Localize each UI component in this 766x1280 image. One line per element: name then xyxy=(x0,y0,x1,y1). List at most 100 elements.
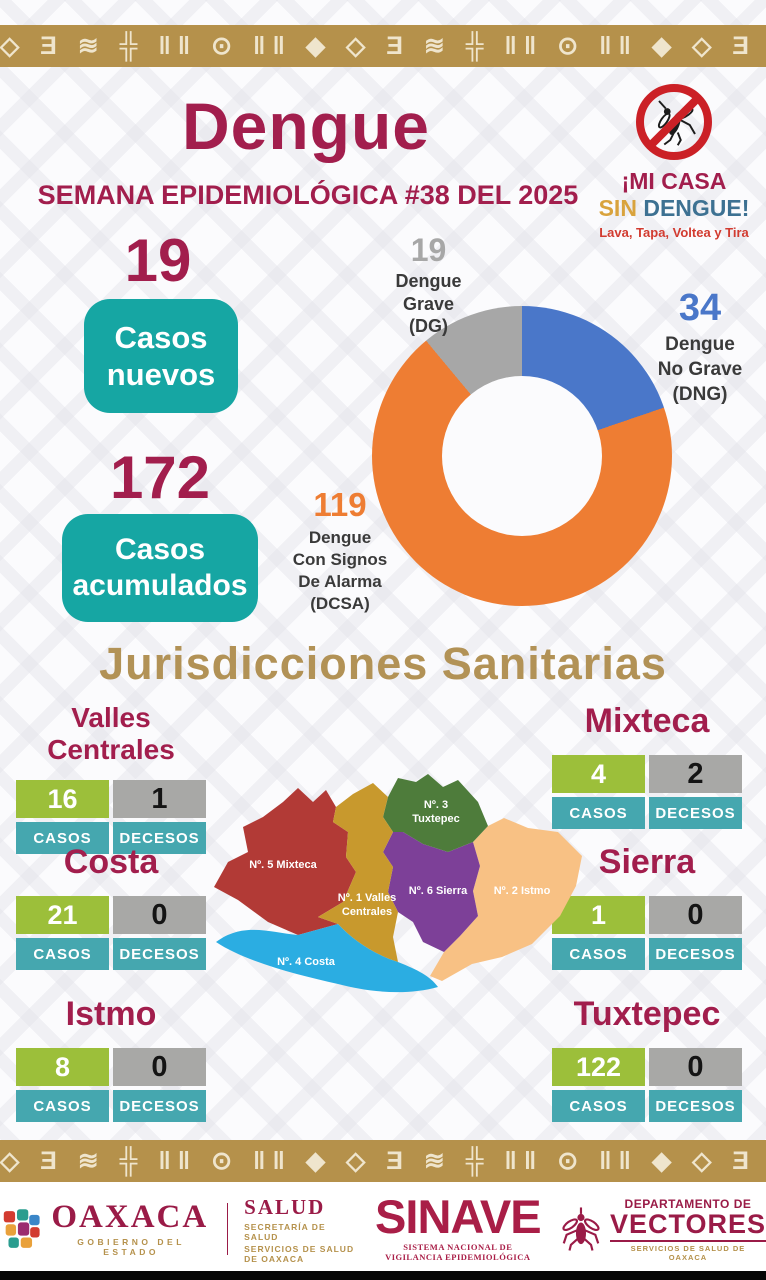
map-label-sierra: Nº. 6 Sierra xyxy=(409,885,468,897)
oaxaca-emblem-icon xyxy=(3,1209,40,1248)
region-table: 16 1 CASOS DECESOS xyxy=(16,780,206,854)
dcsa-label-line: Con Signos xyxy=(292,549,388,569)
dg-label-line: (DG) xyxy=(409,316,448,336)
donut-chart xyxy=(372,306,672,606)
map-region-mixteca xyxy=(214,788,356,935)
jurisdiction-tuxtepec: Tuxtepec 122 0 CASOS DECESOS xyxy=(552,995,742,1122)
dng-label-line: No Grave xyxy=(657,359,743,381)
map-region-valles-centrales xyxy=(318,783,398,962)
new-cases-box: Casos nuevos xyxy=(84,299,238,413)
vectores-mosquito-icon xyxy=(562,1207,600,1251)
map-label-mixteca: Nº. 5 Mixteca xyxy=(249,859,317,871)
vectores-text: DEPARTAMENTO DE VECTORES SERVICIOS DE SA… xyxy=(609,1196,766,1262)
jurisdiction-costa: Costa 21 0 CASOS DECESOS xyxy=(16,843,206,970)
cases-value: 4 xyxy=(552,755,645,793)
new-cases-value: 19 xyxy=(124,227,192,294)
no-mosquito-icon xyxy=(636,84,712,160)
dng-value: 34 xyxy=(678,287,722,329)
cases-label: CASOS xyxy=(16,938,109,970)
prohibition-ring xyxy=(636,84,712,160)
decorative-border-top: ◇ Ǝ ≋ ╬ ǁǁ ⊙ ǁǁ ◆ ◇ Ǝ ≋ ╬ ǁǁ ⊙ ǁǁ ◆ ◇ Ǝ … xyxy=(0,25,766,67)
jurisdiction-istmo: Istmo 8 0 CASOS DECESOS xyxy=(16,995,206,1122)
region-table: 1 0 CASOS DECESOS xyxy=(552,896,742,970)
region-name: Sierra xyxy=(598,843,696,881)
dg-label-line: Grave xyxy=(402,293,455,314)
oaxaca-map: Nº. 5 Mixteca Nº. 1 Valles Centrales Nº.… xyxy=(186,770,592,1022)
decorative-border-bottom: ◇ Ǝ ≋ ╬ ǁǁ ⊙ ǁǁ ◆ ◇ Ǝ ≋ ╬ ǁǁ ⊙ ǁǁ ◆ ◇ Ǝ … xyxy=(0,1140,766,1182)
callout-dengue-no-grave: 34 Dengue No Grave (DNG) xyxy=(634,284,766,407)
campaign-logo: ¡MI CASA SIN DENGUE! Lava, Tapa, Voltea … xyxy=(586,84,762,240)
map-region-sierra xyxy=(383,832,480,952)
accumulated-cases-box: Casos acumulados xyxy=(62,514,258,622)
sinave-name: SINAVE xyxy=(375,1189,542,1243)
cases-value: 122 xyxy=(552,1048,645,1086)
oaxaca-sub: GOBIERNO DEL ESTADO xyxy=(77,1237,185,1257)
map-label-costa: Nº. 4 Costa xyxy=(277,956,336,968)
deaths-value: 1 xyxy=(113,780,206,818)
jurisdiction-sierra: Sierra 1 0 CASOS DECESOS xyxy=(552,843,742,970)
deaths-value: 2 xyxy=(649,755,742,793)
oaxaca-gobierno-logo: OAXACA GOBIERNO DEL ESTADO xyxy=(0,1201,211,1257)
callout-dengue-signos-alarma: 119 Dengue Con Signos De Alarma (DCSA) xyxy=(284,484,396,615)
region-table: 21 0 CASOS DECESOS xyxy=(16,896,206,970)
cases-label: CASOS xyxy=(16,822,109,854)
dg-label-line: Dengue xyxy=(395,271,462,291)
campaign-line2: SIN DENGUE! xyxy=(586,195,762,222)
jurisdictions-heading: Jurisdicciones Sanitarias xyxy=(99,638,667,689)
vectores-line1: DEPARTAMENTO DE xyxy=(624,1196,752,1211)
campaign-tagline: Lava, Tapa, Voltea y Tira xyxy=(599,225,749,240)
map-label-tuxtepec-line2: Tuxtepec xyxy=(412,813,459,825)
deaths-label: DECESOS xyxy=(113,822,206,854)
vectores-sub: SERVICIOS DE SALUD DE OAXACA xyxy=(630,1243,746,1262)
dcsa-label-line: (DCSA) xyxy=(310,594,370,614)
map-label-tuxtepec-line1: Nº. 3 xyxy=(424,799,448,811)
oaxaca-name: OAXACA xyxy=(51,1199,209,1235)
dng-label-line: (DNG) xyxy=(672,383,728,405)
sinave-sub: SISTEMA NACIONAL DE VIGILANCIA EPIDEMIOL… xyxy=(385,1242,531,1263)
region-table: 4 2 CASOS DECESOS xyxy=(552,755,742,829)
sinave-logo: SINAVE SISTEMA NACIONAL DE VIGILANCIA EP… xyxy=(374,1189,542,1263)
salud-name: SALUD xyxy=(244,1194,326,1219)
campaign-line1: ¡MI CASA xyxy=(621,168,727,194)
deaths-value: 0 xyxy=(649,896,742,934)
jurisdiction-mixteca: Mixteca 4 2 CASOS DECESOS xyxy=(552,702,742,829)
deaths-label: DECESOS xyxy=(649,938,742,970)
footer-divider xyxy=(226,1203,229,1255)
region-name: Costa xyxy=(63,843,159,881)
map-region-istmo xyxy=(430,818,582,981)
campaign-sin: SIN xyxy=(598,195,637,221)
map-label-valles-line2: Centrales xyxy=(342,906,392,918)
jurisdiction-valles-centrales: Valles Centrales 16 1 CASOS DECESOS xyxy=(16,702,206,854)
cases-label: CASOS xyxy=(552,938,645,970)
campaign-dengue: DENGUE! xyxy=(643,195,750,221)
region-name: Mixteca xyxy=(584,702,710,740)
oaxaca-logo-text: OAXACA GOBIERNO DEL ESTADO xyxy=(51,1199,210,1258)
cases-label: CASOS xyxy=(552,1090,645,1122)
map-region-costa xyxy=(216,924,438,993)
bottom-black-bar xyxy=(0,1271,766,1280)
deaths-label: DECESOS xyxy=(649,1090,742,1122)
deaths-label: DECESOS xyxy=(113,938,206,970)
region-name: Valles Centrales xyxy=(47,702,175,765)
region-table: 122 0 CASOS DECESOS xyxy=(552,1048,742,1122)
deaths-value: 0 xyxy=(113,896,206,934)
region-name: Tuxtepec xyxy=(573,995,721,1033)
map-region-tuxtepec xyxy=(383,774,488,852)
footer: OAXACA GOBIERNO DEL ESTADO SALUD SECRETA… xyxy=(0,1190,766,1268)
region-name: Istmo xyxy=(65,995,157,1033)
dcsa-label-line: De Alarma xyxy=(298,572,382,592)
dcsa-value: 119 xyxy=(313,486,367,523)
region-table: 8 0 CASOS DECESOS xyxy=(16,1048,206,1122)
callout-dengue-grave: 19 Dengue Grave (DG) xyxy=(376,230,481,338)
map-label-istmo: Nº. 2 Istmo xyxy=(494,885,551,897)
dg-value: 19 xyxy=(410,232,447,268)
page-title: Dengue xyxy=(181,89,431,163)
donut-hole xyxy=(442,376,602,536)
cases-label: CASOS xyxy=(16,1090,109,1122)
deaths-value: 0 xyxy=(649,1048,742,1086)
cases-value: 21 xyxy=(16,896,109,934)
salud-sub2: SERVICIOS DE SALUD DE OAXACA xyxy=(244,1243,355,1264)
cases-value: 8 xyxy=(16,1048,109,1086)
map-label-valles-line1: Nº. 1 Valles xyxy=(338,892,396,904)
